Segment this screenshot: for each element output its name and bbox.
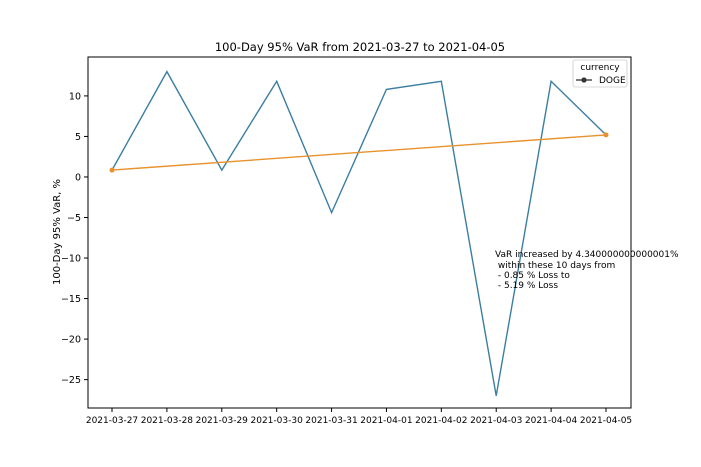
x-tick-label: 2021-04-01 [360, 416, 412, 426]
y-tick-label: 0 [75, 172, 81, 183]
y-tick-label: −25 [61, 375, 81, 386]
annotation-line-4: - 5.19 % Loss [495, 281, 558, 291]
legend-entry-doge: DOGE [599, 76, 626, 86]
trend-end-marker [603, 132, 609, 138]
x-tick-label: 2021-04-04 [525, 416, 578, 426]
x-tick-label: 2021-03-28 [141, 416, 194, 426]
annotation-line-2: within these 10 days from [495, 261, 615, 271]
y-axis-label: 100-Day 95% VaR, % [52, 179, 63, 285]
x-tick-label: 2021-04-05 [580, 416, 632, 426]
annotation-line-1: VaR increased by 4.340000000000001% [495, 250, 679, 260]
x-tick-label: 2021-04-03 [470, 416, 522, 426]
y-tick-label: 10 [69, 91, 81, 102]
legend: currency DOGE [572, 59, 628, 88]
y-tick-label: 5 [75, 132, 81, 143]
y-tick-label: −20 [61, 335, 81, 346]
plot-lines [109, 70, 609, 396]
plot-frame [87, 56, 632, 409]
annotation-line-3: - 0.85 % Loss to [495, 271, 570, 281]
series-line-doge [111, 70, 607, 396]
legend-series-marker [581, 77, 587, 83]
x-tick-label: 2021-03-30 [251, 416, 304, 426]
x-tick-label: 2021-03-27 [86, 416, 138, 426]
var-annotation: VaR increased by 4.340000000000001% with… [495, 250, 679, 291]
trend-start-marker [109, 167, 115, 173]
y-tick-label: −15 [61, 294, 81, 305]
x-tick-label: 2021-03-29 [196, 416, 249, 426]
x-tick-label: 2021-04-02 [415, 416, 467, 426]
var-trend-line [111, 134, 607, 171]
x-tick-label: 2021-03-31 [305, 416, 357, 426]
y-tick-label: −5 [67, 213, 81, 224]
legend-title: currency [580, 63, 620, 73]
y-axis-ticks: 10 5 0 −5 −10 −15 −20 −25 [61, 91, 88, 386]
chart-title: 100-Day 95% VaR from 2021-03-27 to 2021-… [215, 40, 505, 54]
y-tick-label: −10 [61, 254, 81, 265]
x-axis-ticks: 2021-03-27 2021-03-28 2021-03-29 2021-03-30… [86, 408, 632, 426]
